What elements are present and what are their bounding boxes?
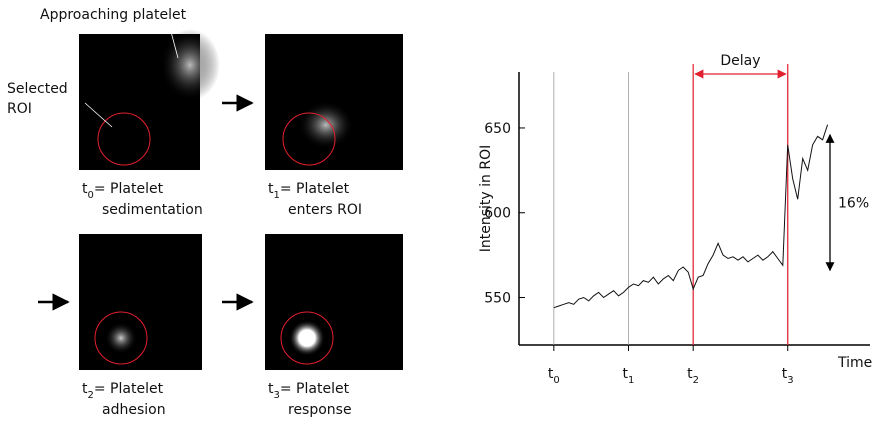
image (265, 234, 403, 370)
caption-text: = Platelet (280, 381, 350, 397)
text: t (782, 366, 788, 382)
subscript: 2 (693, 375, 699, 386)
caption: t0= Platelet (82, 181, 164, 201)
y-tick-label: 550 (484, 291, 511, 307)
platelet (160, 29, 220, 101)
x-tick-label: t0 (548, 366, 560, 386)
text: t (687, 366, 693, 382)
subscript: 0 (88, 190, 94, 201)
image (79, 234, 202, 370)
roi (94, 311, 148, 365)
caption-text: = Platelet (94, 181, 164, 197)
change-label: 16% (838, 196, 869, 212)
caption-text: = Platelet (280, 181, 350, 197)
caption: t1= Platelet (268, 181, 350, 201)
y-axis-label: Intensity in ROI (478, 145, 494, 252)
caption: t3= Platelet (268, 381, 350, 401)
x-axis-label: Time (837, 355, 872, 371)
text: t (82, 181, 88, 197)
pointer (84, 102, 113, 128)
label: ROI (7, 101, 32, 117)
text: t (268, 181, 274, 197)
caption: sedimentation (102, 202, 203, 218)
delay-label: Delay (720, 53, 760, 69)
x-tick-label: t1 (622, 366, 634, 386)
trace (553, 124, 829, 309)
caption-text: = Platelet (94, 381, 164, 397)
roi (280, 311, 334, 365)
caption: t2= Platelet (82, 381, 164, 401)
caption: response (288, 402, 352, 418)
caption: enters ROI (288, 202, 362, 218)
subscript: 3 (274, 390, 280, 401)
platelet (105, 322, 137, 354)
x-tick-label: t2 (687, 366, 699, 386)
subscript: 1 (274, 190, 280, 201)
pointer (169, 27, 179, 59)
text: t (268, 381, 274, 397)
subscript: 1 (628, 375, 634, 386)
text: t (82, 381, 88, 397)
y-tick-label: 600 (484, 206, 511, 222)
subscript: 3 (787, 375, 793, 386)
subscript: 0 (553, 375, 559, 386)
roi (97, 112, 151, 166)
subscript: 2 (88, 390, 94, 401)
label: Approaching platelet (40, 7, 187, 23)
label: Selected (7, 81, 68, 97)
text: t (548, 366, 554, 382)
text: t (622, 366, 628, 382)
y-tick-label: 650 (484, 121, 511, 137)
x-tick-label: t3 (782, 366, 794, 386)
platelet (298, 101, 354, 149)
caption: adhesion (102, 402, 166, 418)
platelet (289, 320, 325, 356)
images (38, 27, 403, 370)
roi (282, 112, 336, 166)
